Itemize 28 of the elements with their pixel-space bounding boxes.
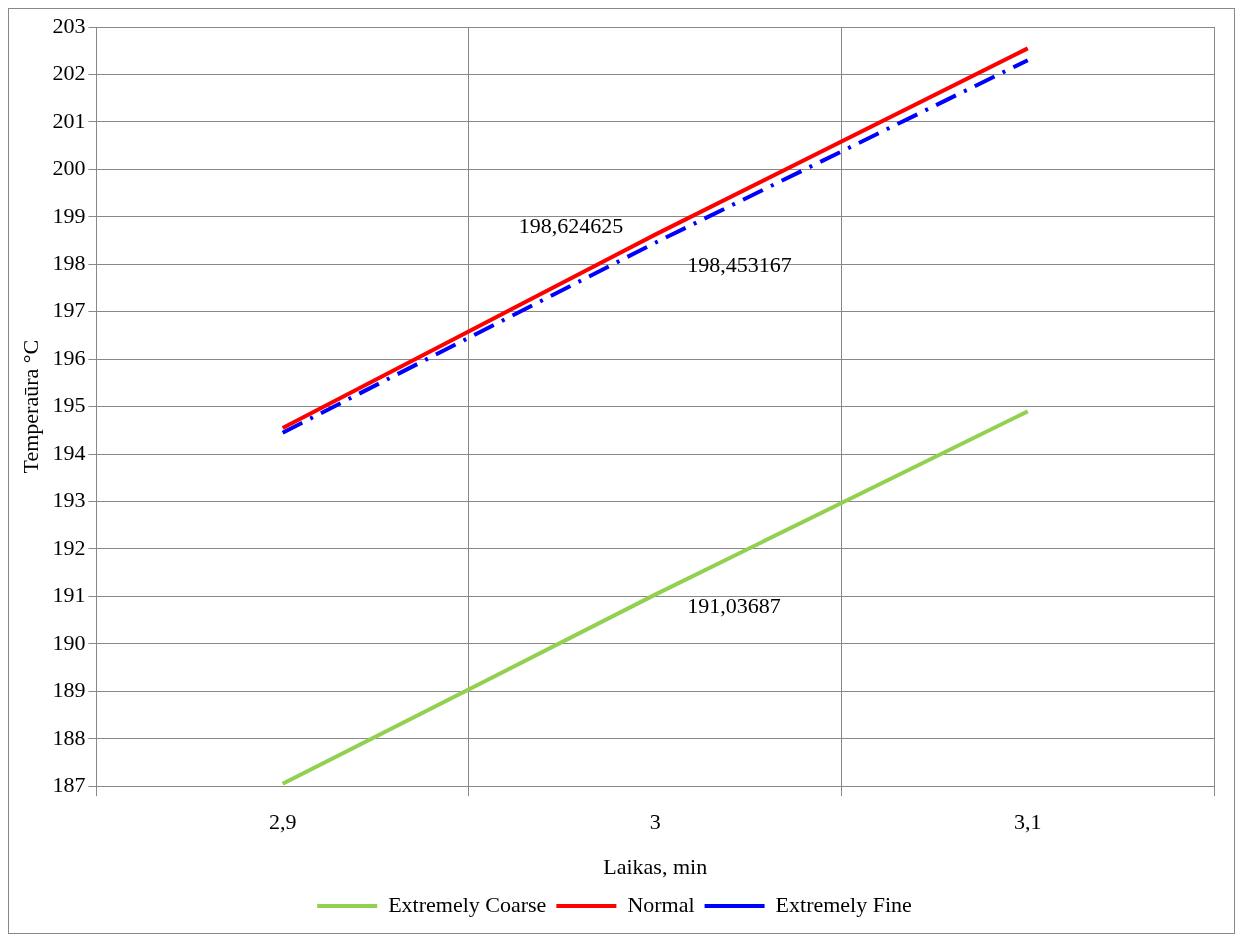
y-tick-label: 197 [52,297,86,323]
y-tick-label: 203 [52,12,86,38]
x-tick-label: 3 [649,809,661,835]
y-tick-label: 199 [52,202,86,228]
legend-label: Normal [627,891,695,917]
y-tick-label: 201 [52,107,86,133]
y-tick-label: 192 [52,534,86,560]
y-tick-label: 198 [52,250,86,276]
y-tick-label: 195 [52,392,86,418]
y-tick-label: 188 [52,724,86,750]
x-axis-title: Laikas, min [603,853,708,879]
y-axis-title: Temperaūra °C [17,339,43,474]
data-label: 198,453167 [687,251,792,277]
x-tick-label: 3,1 [1013,809,1042,835]
y-tick-label: 202 [52,60,86,86]
y-tick-label: 194 [52,439,86,465]
y-tick-label: 200 [52,155,86,181]
y-tick-label: 196 [52,344,86,370]
y-tick-label: 189 [52,677,86,703]
y-tick-label: 191 [52,582,86,608]
x-tick-label: 2,9 [268,809,297,835]
y-tick-label: 193 [52,487,86,513]
legend-label: Extremely Fine [775,891,912,917]
legend-label: Extremely Coarse [388,891,547,917]
data-label: 191,03687 [687,593,781,619]
y-tick-label: 190 [52,629,86,655]
y-tick-label: 187 [52,771,86,797]
data-label: 198,624625 [518,212,624,238]
